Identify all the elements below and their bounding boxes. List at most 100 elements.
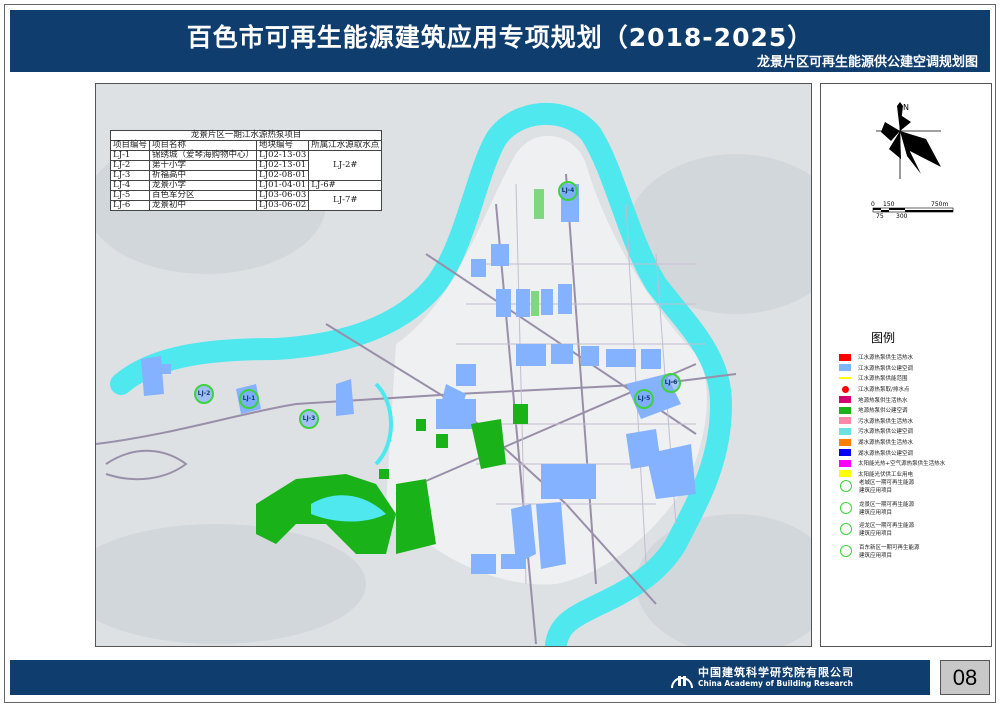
header-bar: 百色市可再生能源建筑应用专项规划（2018-2025） 龙景片区可再生能源供公建… <box>10 10 990 72</box>
legend: 江水源热泵供生活热水 江水源热泵供公建空调 江水源热泵供能范围 江水源热泵取/排… <box>839 352 945 565</box>
legend-label: 建筑应用项目 <box>859 509 893 516</box>
cell-id: LJ-5 <box>109 190 151 201</box>
project-marker[interactable]: LJ-2 <box>194 384 214 404</box>
cell-plot: LJ03-06-03 <box>256 190 310 201</box>
legend-swatch <box>839 377 851 380</box>
table-header-row: 项目编号 项目名称 地块编号 所属江水源取水点 <box>109 140 383 151</box>
legend-label: 地源热泵供公建空调 <box>858 408 908 415</box>
scale-label: 0 <box>871 201 875 208</box>
legend-label: 老城区一期可再生能源 <box>859 480 915 487</box>
legend-swatch <box>839 417 851 425</box>
legend-swatch <box>839 449 851 457</box>
cell-name: 祈福高中 <box>149 170 258 181</box>
scale-label: 75 <box>876 213 884 220</box>
legend-label: 湖水源热泵供公建空调 <box>858 450 914 457</box>
cell-plot: LJ02-08-01 <box>256 170 310 181</box>
cell-name: 龙景初中 <box>149 200 258 211</box>
legend-label: 迎龙区一期可再生能源 <box>859 523 915 530</box>
page-title: 百色市可再生能源建筑应用专项规划（2018-2025） <box>186 23 814 52</box>
project-ring-icon <box>840 480 852 493</box>
legend-label: 污水源热泵供生活热水 <box>858 418 914 425</box>
project-marker[interactable]: LJ-5 <box>634 389 654 409</box>
legend-item: 江水源热泵取/排水点 <box>839 384 945 395</box>
cell-source: LJ-7# <box>308 190 383 211</box>
footer-bar <box>10 660 930 695</box>
legend-label: 建筑应用项目 <box>859 552 893 559</box>
legend-item: 江水源热泵供公建空调 <box>839 363 945 374</box>
cell-id: LJ-1 <box>109 150 151 161</box>
project-marker[interactable]: LJ-4 <box>558 181 578 201</box>
legend-label: 建筑应用项目 <box>859 531 893 538</box>
cell-id: LJ-3 <box>109 170 151 181</box>
cell-name: 百色军分区 <box>149 190 258 201</box>
project-ring-icon <box>840 501 852 514</box>
project-marker[interactable]: LJ-6 <box>661 373 681 393</box>
column-header: 项目编号 <box>109 140 151 151</box>
legend-project-item: 迎龙区一期可再生能源 建筑应用项目 <box>839 522 945 544</box>
page-subtitle: 龙景片区可再生能源供公建空调规划图 <box>756 55 978 70</box>
legend-swatch <box>839 396 851 404</box>
legend-label: 百东新区一期可再生能源 <box>859 544 920 551</box>
table-row: LJ-1 锦绣城（爱琴海购物中心） LJ02-13-03 LJ-2# <box>109 150 383 181</box>
legend-item: 太阳能光热+空气源热泵供生活热水 <box>839 458 945 469</box>
cell-plot: LJ03-06-02 <box>256 200 310 211</box>
legend-project-item: 龙景区一期可再生能源 建筑应用项目 <box>839 501 945 523</box>
cell-id: LJ-2 <box>109 160 151 171</box>
legend-item: 江水源热泵供生活热水 <box>839 352 945 363</box>
legend-project-item: 百东新区一期可再生能源 建筑应用项目 <box>839 544 945 566</box>
cell-id: LJ-4 <box>109 180 151 191</box>
cabr-logo-icon <box>671 676 693 689</box>
legend-swatch <box>839 470 851 478</box>
legend-swatch <box>839 459 851 467</box>
scale-bar: 0 150 750m 75 300 <box>871 201 954 220</box>
legend-item: 湖水源热泵供生活热水 <box>839 437 945 448</box>
cell-name: 锦绣城（爱琴海购物中心） <box>149 150 258 161</box>
legend-item: 江水源热泵供能范围 <box>839 373 945 384</box>
legend-label: 江水源热泵取/排水点 <box>858 387 910 394</box>
project-marker[interactable]: LJ-1 <box>239 389 259 409</box>
city-peninsula <box>386 135 707 585</box>
project-marker[interactable]: LJ-3 <box>299 409 319 429</box>
legend-swatch <box>839 427 851 435</box>
map-view[interactable]: 龙景片区一期江水源热泵项目 项目编号 项目名称 地块编号 所属江水源取水点 LJ… <box>95 83 812 647</box>
legend-label: 江水源热泵供能范围 <box>858 376 908 383</box>
org-name-cn: 中国建筑科学研究院有限公司 <box>698 666 854 679</box>
page-number: 08 <box>940 660 990 695</box>
north-arrow-icon <box>876 102 941 179</box>
river <box>110 103 733 646</box>
column-header: 地块编号 <box>256 140 310 151</box>
legend-item: 污水源热泵供生活热水 <box>839 416 945 427</box>
table-row: LJ-4 龙景小学 LJ01-04-01 LJ-6# <box>109 180 383 191</box>
scale-label: 150 <box>883 201 895 208</box>
column-header: 项目名称 <box>149 140 258 151</box>
legend-item: 地源热泵供公建空调 <box>839 405 945 416</box>
legend-label: 污水源热泵供公建空调 <box>858 429 914 436</box>
legend-label: 江水源热泵供公建空调 <box>858 365 914 372</box>
north-label: N <box>903 103 909 112</box>
legend-label: 建筑应用项目 <box>859 488 893 495</box>
cell-source: LJ-6# <box>308 180 383 191</box>
legend-project-item: 老城区一期可再生能源 建筑应用项目 <box>839 479 945 501</box>
red-dot-icon <box>839 385 851 393</box>
legend-swatch <box>839 353 851 361</box>
org-name-en: China Academy of Building Research <box>698 679 853 688</box>
side-panel: N 0 150 750m 75 300 图例 江水源热泵供生活热水 江水源热泵供… <box>820 83 992 647</box>
scale-label: 300 <box>896 213 908 220</box>
table-row: LJ-5 百色军分区 LJ03-06-03 LJ-7# <box>109 190 383 211</box>
compass-and-scale: N 0 150 750m 75 300 <box>871 102 954 220</box>
scale-label: 750m <box>931 201 948 208</box>
table-row: LJ-6 龙景初中 LJ03-06-02 <box>109 200 382 211</box>
legend-item: 太阳能光伏供工业用电 <box>839 469 945 480</box>
cell-plot: LJ02-13-03 <box>256 150 310 161</box>
legend-label: 太阳能光伏供工业用电 <box>858 471 914 478</box>
project-table: 龙景片区一期江水源热泵项目 项目编号 项目名称 地块编号 所属江水源取水点 LJ… <box>109 130 383 211</box>
project-ring-icon <box>840 523 852 536</box>
cell-plot: LJ01-04-01 <box>256 180 310 191</box>
legend-item: 地源热泵供生活热水 <box>839 394 945 405</box>
legend-label: 江水源热泵供生活热水 <box>858 355 914 362</box>
cell-name: 第十小学 <box>149 160 258 171</box>
project-ring-icon <box>840 544 852 557</box>
legend-item: 湖水源热泵供公建空调 <box>839 447 945 458</box>
table-caption: 龙景片区一期江水源热泵项目 <box>109 130 383 141</box>
legend-label: 太阳能光热+空气源热泵供生活热水 <box>858 461 946 468</box>
